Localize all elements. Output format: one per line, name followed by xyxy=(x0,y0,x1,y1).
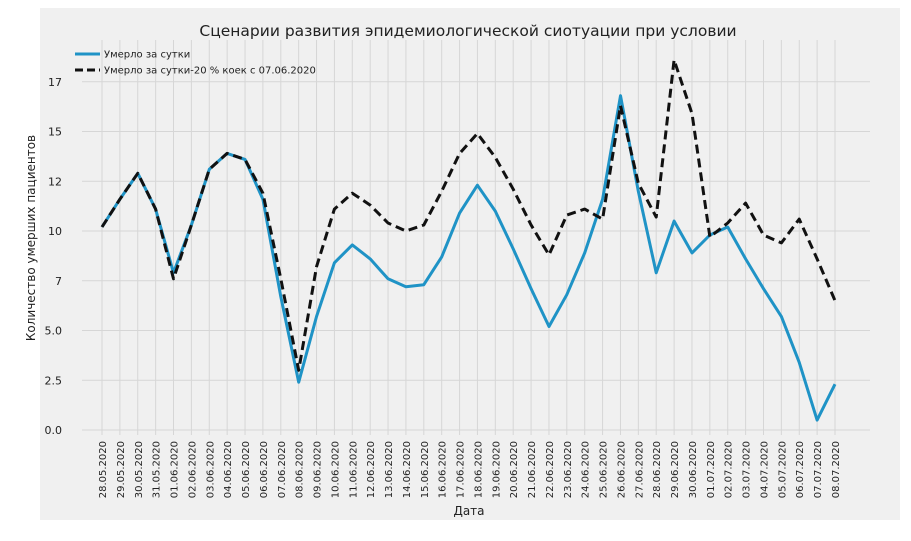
x-tick-label: 09.06.2020 xyxy=(313,441,324,498)
x-axis-ticks: 28.05.2020 29.05.2020 30.05.2020 31.05.2020… xyxy=(98,441,842,498)
y-tick-label: 7 xyxy=(55,275,62,288)
y-tick-label: 0.0 xyxy=(45,424,63,437)
x-tick-label: 26.06.2020 xyxy=(616,441,627,498)
y-tick-label: 5.0 xyxy=(45,325,63,338)
x-tick-label: 19.06.2020 xyxy=(491,441,502,498)
x-tick-label: 25.06.2020 xyxy=(599,441,610,498)
x-tick-label: 30.05.2020 xyxy=(134,441,145,498)
series-lines xyxy=(100,58,837,422)
legend-label-series-2: Умерло за сутки-20 % коек с 07.06.2020 xyxy=(104,66,316,77)
x-tick-label: 07.06.2020 xyxy=(277,441,288,498)
plot-area xyxy=(82,40,870,435)
x-tick-label: 28.05.2020 xyxy=(98,441,109,498)
x-tick-label: 02.07.2020 xyxy=(724,441,735,498)
x-tick-label: 05.07.2020 xyxy=(777,441,788,498)
chart-title: Сценарии развития эпидемиологической сио… xyxy=(199,22,736,40)
x-tick-label: 17.06.2020 xyxy=(456,441,467,498)
y-tick-label: 15 xyxy=(48,126,62,139)
x-tick-label: 14.06.2020 xyxy=(402,441,413,498)
x-tick-label: 03.06.2020 xyxy=(205,441,216,498)
x-tick-label: 24.06.2020 xyxy=(581,441,592,498)
x-axis-label: Дата xyxy=(453,504,484,518)
x-tick-label: 18.06.2020 xyxy=(473,441,484,498)
x-tick-label: 16.06.2020 xyxy=(438,441,449,498)
x-tick-label: 05.06.2020 xyxy=(241,441,252,498)
x-tick-label: 01.06.2020 xyxy=(170,441,181,498)
y-tick-label: 2.5 xyxy=(45,374,63,387)
x-tick-label: 29.05.2020 xyxy=(116,441,127,498)
x-tick-label: 06.07.2020 xyxy=(795,441,806,498)
legend-label-series-1: Умерло за сутки xyxy=(104,50,190,61)
x-tick-label: 12.06.2020 xyxy=(366,441,377,498)
y-tick-label: 10 xyxy=(48,225,62,238)
legend: Умерло за сутки Умерло за сутки-20 % кое… xyxy=(75,50,316,77)
x-tick-label: 15.06.2020 xyxy=(420,441,431,498)
x-tick-label: 28.06.2020 xyxy=(652,441,663,498)
x-tick-label: 07.07.2020 xyxy=(813,441,824,498)
x-tick-label: 10.06.2020 xyxy=(330,441,341,498)
x-tick-label: 23.06.2020 xyxy=(563,441,574,498)
y-axis-ticks: 0.0 2.5 5.0 7 10 12 15 17 xyxy=(45,76,63,437)
series-line-2 xyxy=(100,58,837,372)
x-tick-label: 08.07.2020 xyxy=(831,441,842,498)
x-tick-label: 20.06.2020 xyxy=(509,441,520,498)
x-tick-label: 27.06.2020 xyxy=(634,441,645,498)
x-tick-label: 31.05.2020 xyxy=(152,441,163,498)
x-tick-label: 30.06.2020 xyxy=(688,441,699,498)
x-tick-label: 06.06.2020 xyxy=(259,441,270,498)
y-axis-label: Количество умерших пациентов xyxy=(24,135,38,341)
x-tick-label: 08.06.2020 xyxy=(295,441,306,498)
x-tick-label: 01.07.2020 xyxy=(706,441,717,498)
x-tick-label: 03.07.2020 xyxy=(742,441,753,498)
x-tick-label: 13.06.2020 xyxy=(384,441,395,498)
x-tick-label: 04.06.2020 xyxy=(223,441,234,498)
x-tick-label: 11.06.2020 xyxy=(348,441,359,498)
x-tick-label: 04.07.2020 xyxy=(759,441,770,498)
y-tick-label: 12 xyxy=(48,175,62,188)
x-tick-label: 21.06.2020 xyxy=(527,441,538,498)
x-tick-label: 22.06.2020 xyxy=(545,441,556,498)
y-tick-label: 17 xyxy=(48,76,62,89)
x-tick-label: 29.06.2020 xyxy=(670,441,681,498)
x-tick-label: 02.06.2020 xyxy=(187,441,198,498)
